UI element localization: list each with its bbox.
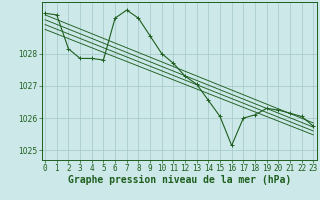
X-axis label: Graphe pression niveau de la mer (hPa): Graphe pression niveau de la mer (hPa)	[68, 175, 291, 185]
